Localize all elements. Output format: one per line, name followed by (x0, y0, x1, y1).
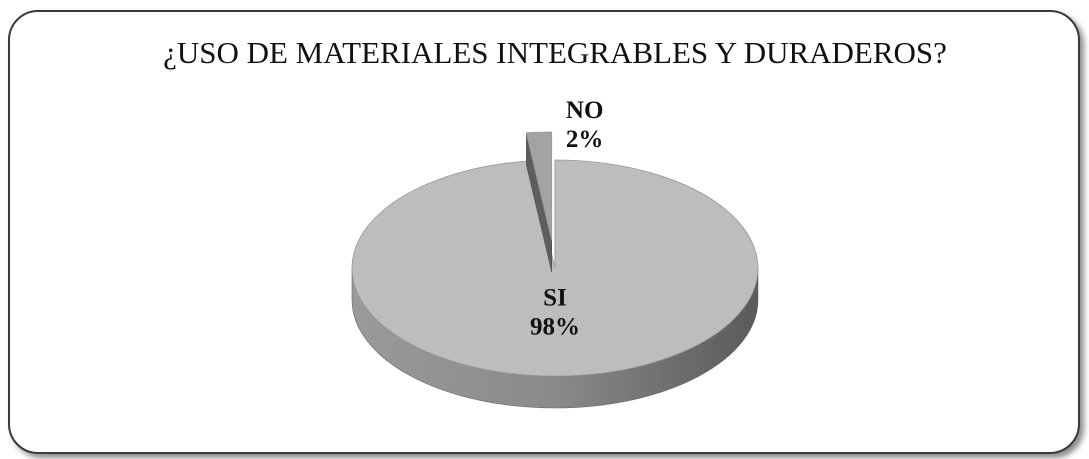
slice-value-label: 2% (566, 126, 604, 153)
chart-title: ¿USO DE MATERIALES INTEGRABLES Y DURADER… (163, 35, 947, 70)
pie-slice (351, 159, 759, 377)
slice-value-label: 98% (530, 314, 580, 341)
pie-slice (525, 131, 553, 241)
slice-category-label: NO (566, 97, 604, 124)
slice-category-label: SI (543, 285, 567, 312)
